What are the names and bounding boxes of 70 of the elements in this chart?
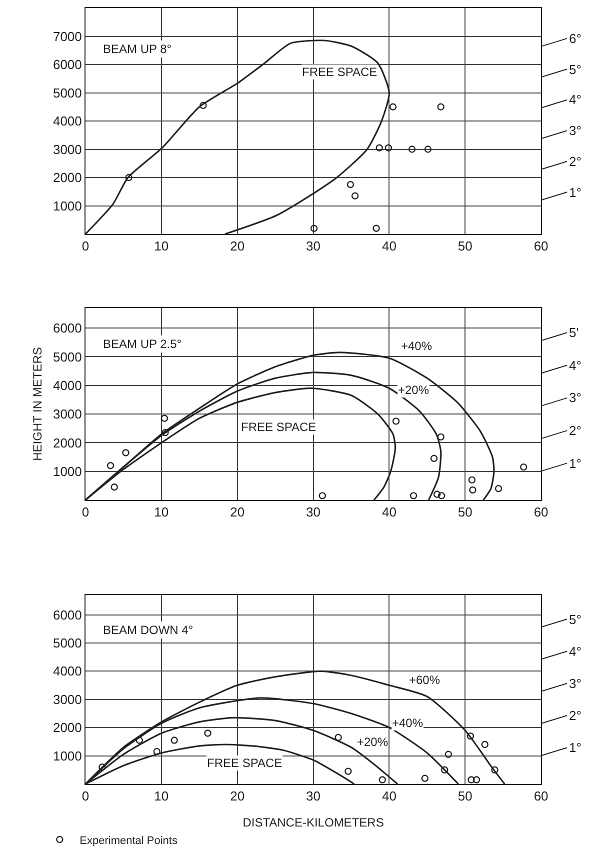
y-tick-label: 1000 <box>52 748 82 764</box>
text: 3° <box>569 676 582 691</box>
text: 6° <box>569 31 582 46</box>
x-tick-label: 30 <box>306 238 321 254</box>
y-tick-label: 2000 <box>52 720 82 736</box>
x-tick-label: 40 <box>382 788 396 804</box>
x-tick-label: 10 <box>154 788 169 804</box>
annotation: BEAM DOWN 4° <box>103 623 194 637</box>
y-tick-label: 1000 <box>52 198 82 214</box>
text: 4° <box>569 644 582 659</box>
y-tick-label: 3000 <box>52 142 82 157</box>
text: 1° <box>569 740 582 755</box>
text: 1° <box>569 456 582 471</box>
text: 5° <box>569 62 582 77</box>
x-tick-label: 0 <box>82 504 90 520</box>
x-tick-label: 50 <box>458 788 472 804</box>
text: 3° <box>569 390 582 405</box>
y-tick-label: 5000 <box>52 636 82 651</box>
x-tick-label: 0 <box>82 788 90 804</box>
y-tick-label: 6000 <box>52 607 82 622</box>
x-tick-label: 30 <box>306 788 321 804</box>
x-tick-label: 20 <box>230 238 245 254</box>
series-label: +20% <box>398 383 430 397</box>
text: 4° <box>569 358 582 373</box>
y-tick-label: 2000 <box>52 170 82 186</box>
y-axis-title: HEIGHT IN METERS <box>30 347 44 461</box>
x-tick-label: 60 <box>534 788 548 804</box>
annotation: BEAM UP 2.5° <box>103 337 182 351</box>
x-tick-label: 60 <box>534 238 548 254</box>
y-tick-label: 5000 <box>52 85 82 100</box>
x-tick-label: 20 <box>230 504 245 520</box>
series-label: FREE SPACE <box>241 420 316 434</box>
x-tick-label: 40 <box>382 504 396 520</box>
x-tick-label: 10 <box>154 504 169 520</box>
series-label: +40% <box>401 339 432 353</box>
series-label: +60% <box>409 673 440 687</box>
y-tick-label: 1000 <box>52 464 82 479</box>
y-tick-label: 2000 <box>52 435 82 450</box>
y-tick-label: 4000 <box>52 378 82 393</box>
text: 5' <box>569 325 579 340</box>
series-label: +40% <box>392 716 424 730</box>
annotation: BEAM UP 8° <box>103 42 172 56</box>
text: 2° <box>569 708 582 723</box>
text: 2° <box>569 154 582 169</box>
x-tick-label: 50 <box>458 238 472 254</box>
x-tick-label: 40 <box>382 238 396 254</box>
x-axis-title: DISTANCE-KILOMETERS <box>242 816 384 830</box>
x-tick-label: 10 <box>154 238 169 254</box>
x-tick-label: 50 <box>458 504 472 520</box>
y-tick-label: 6000 <box>52 320 82 336</box>
series-label: FREE SPACE <box>207 756 282 770</box>
x-tick-label: 20 <box>230 788 245 804</box>
y-tick-label: 4000 <box>52 664 82 679</box>
y-tick-label: 7000 <box>52 28 82 44</box>
legend-label: Experimental Points <box>80 834 178 847</box>
y-tick-label: 4000 <box>52 114 82 129</box>
x-tick-label: 30 <box>306 504 321 520</box>
text: 4° <box>569 92 582 107</box>
series-label: +20% <box>357 735 388 749</box>
text: 5° <box>569 612 582 627</box>
y-tick-label: 5000 <box>52 349 82 364</box>
text: 1° <box>569 185 582 200</box>
text: 2° <box>569 423 582 438</box>
x-tick-label: 60 <box>534 504 548 520</box>
series-label: FREE SPACE <box>302 65 378 79</box>
y-tick-label: 3000 <box>52 406 82 422</box>
x-tick-label: 0 <box>82 238 90 254</box>
y-tick-label: 6000 <box>52 57 82 72</box>
text: 3° <box>569 123 582 138</box>
y-tick-label: 3000 <box>52 692 82 707</box>
